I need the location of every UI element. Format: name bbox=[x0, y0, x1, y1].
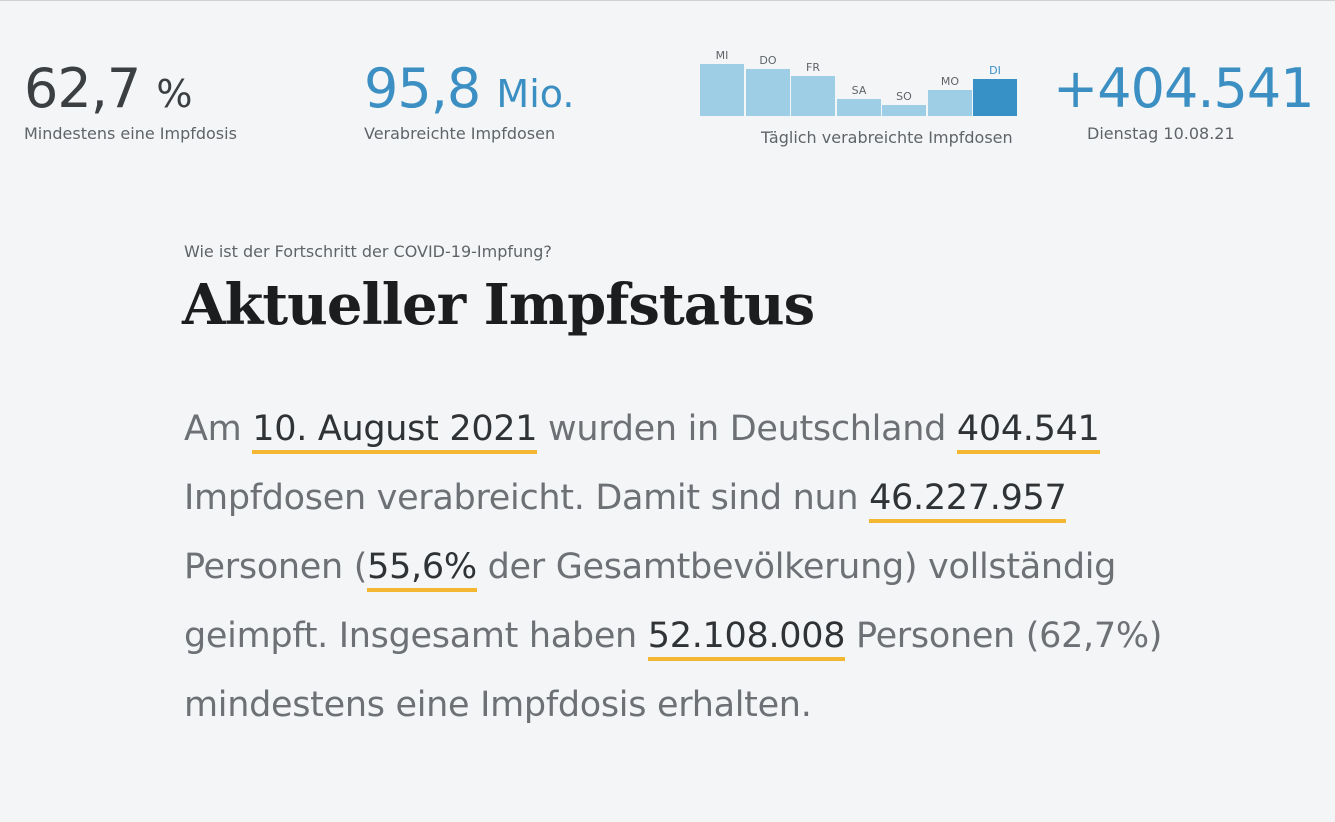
chart-bar-do[interactable] bbox=[746, 69, 790, 116]
text-segment: Impfdosen verabreicht. Damit sind nun bbox=[184, 478, 870, 518]
chart-bar-fr[interactable] bbox=[791, 76, 835, 116]
stat-today-caption: Dienstag 10.08.21 bbox=[1087, 124, 1235, 143]
stat-total-doses-value: 95,8 Mio. bbox=[364, 57, 575, 120]
chart-bar-mo[interactable] bbox=[928, 90, 972, 116]
chart-day-label: MO bbox=[940, 75, 960, 88]
stat-first-dose-caption: Mindestens eine Impfdosis bbox=[24, 124, 237, 143]
daily-doses-caption: Täglich verabreichte Impfdosen bbox=[761, 128, 1013, 147]
stat-total-doses-caption: Verabreichte Impfdosen bbox=[364, 124, 556, 143]
highlight-date: 10. August 2021 bbox=[252, 409, 538, 454]
top-border bbox=[0, 0, 1335, 1]
chart-day-label: SO bbox=[896, 90, 912, 103]
highlight-fully-vaccinated: 46.227.957 bbox=[869, 478, 1067, 523]
chart-bar-so[interactable] bbox=[882, 105, 926, 116]
chart-day-label: MI bbox=[715, 49, 729, 62]
chart-bar-sa[interactable] bbox=[837, 99, 881, 116]
text-segment: der Gesamtbevölkerung) vollständig geimp… bbox=[184, 547, 1117, 656]
stat-total-doses-unit: Mio. bbox=[496, 72, 575, 116]
article-body: Am 10. August 2021 wurden in Deutschland… bbox=[184, 395, 1184, 740]
text-segment: Personen (62,7%) mindestens eine Impfdos… bbox=[184, 616, 1163, 725]
stat-first-dose-unit: % bbox=[156, 72, 193, 116]
chart-day-label: FR bbox=[806, 61, 820, 74]
stat-total-doses: 95,8 Mio. Verabreichte Impfdosen bbox=[364, 57, 575, 144]
text-segment: Am bbox=[184, 409, 253, 449]
chart-day-label: DO bbox=[759, 54, 777, 67]
highlight-daily-doses: 404.541 bbox=[956, 409, 1100, 454]
chart-day-label: SA bbox=[851, 84, 867, 97]
stat-first-dose-value: 62,7 % bbox=[24, 57, 193, 120]
chart-bar-di[interactable] bbox=[973, 79, 1017, 116]
article-kicker: Wie ist der Fortschritt der COVID-19-Imp… bbox=[184, 242, 552, 261]
page-title: Aktueller Impfstatus bbox=[182, 272, 815, 338]
text-segment: wurden in Deutschland bbox=[537, 409, 957, 449]
text-segment: Personen ( bbox=[184, 547, 368, 587]
highlight-first-dose: 52.108.008 bbox=[647, 616, 845, 661]
stat-first-dose: 62,7 % Mindestens eine Impfdosis bbox=[24, 57, 237, 144]
daily-doses-chart: MI DO FR SA SO MO DI bbox=[700, 40, 1018, 116]
chart-day-label: DI bbox=[989, 64, 1001, 77]
highlight-fully-vaccinated-percent: 55,6% bbox=[367, 547, 477, 592]
stat-today: +404.541 Dienstag 10.08.21 bbox=[1053, 57, 1315, 144]
stat-today-value: +404.541 bbox=[1053, 57, 1315, 120]
chart-bar-mi[interactable] bbox=[700, 64, 744, 116]
